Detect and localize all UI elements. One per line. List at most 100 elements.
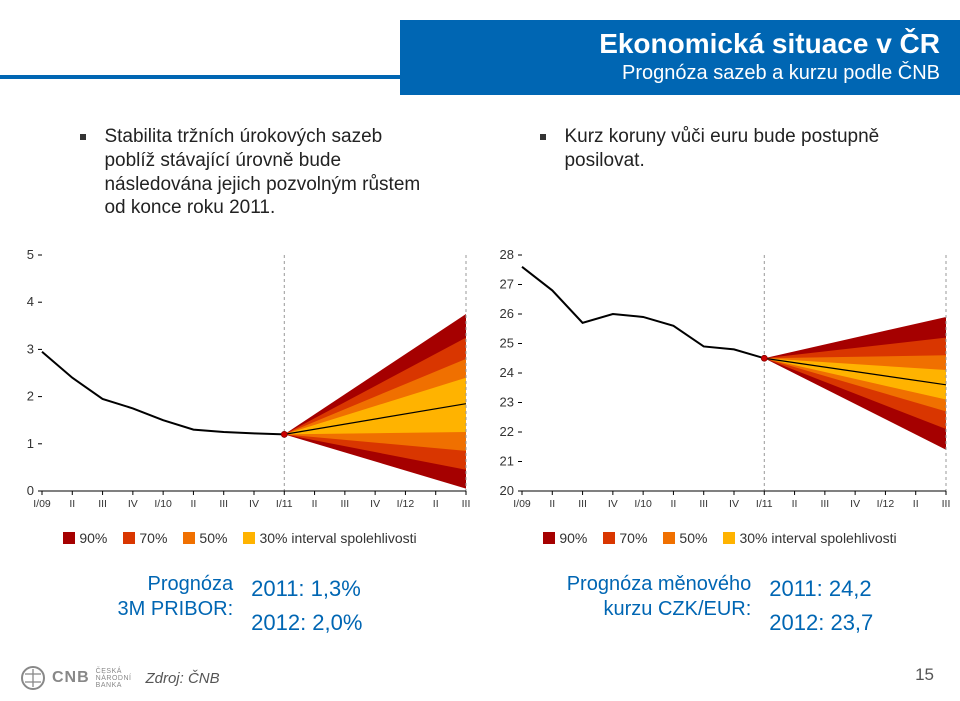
legend-label: 50% bbox=[199, 530, 227, 546]
svg-text:I/11: I/11 bbox=[756, 498, 773, 510]
svg-text:III: III bbox=[340, 498, 349, 510]
svg-text:25: 25 bbox=[500, 336, 514, 351]
forecast-left-row1: 2011: 1,3% bbox=[251, 572, 362, 606]
title-line1: Ekonomická situace v ČR bbox=[420, 28, 940, 60]
svg-text:28: 28 bbox=[500, 247, 514, 262]
svg-text:II: II bbox=[549, 498, 555, 510]
charts-row: 012345I/09IIIIIIVI/10IIIIIIVI/11IIIIIIVI… bbox=[0, 245, 960, 525]
legend-label: 70% bbox=[139, 530, 167, 546]
cnb-logo-text: CNB bbox=[52, 669, 90, 687]
svg-text:5: 5 bbox=[27, 247, 34, 262]
bullet-left-text: Stabilita tržních úrokových sazeb poblíž… bbox=[104, 125, 434, 220]
svg-text:20: 20 bbox=[500, 483, 514, 498]
legend-label: 90% bbox=[79, 530, 107, 546]
legend-left: 90% 70% 50% 30% interval spolehlivosti bbox=[0, 530, 480, 546]
accent-bar bbox=[0, 75, 400, 79]
legend-swatch bbox=[243, 532, 255, 544]
forecast-left-values: 2011: 1,3% 2012: 2,0% bbox=[251, 572, 362, 640]
svg-text:21: 21 bbox=[500, 454, 514, 469]
svg-text:III: III bbox=[942, 498, 951, 510]
svg-text:27: 27 bbox=[500, 277, 514, 292]
svg-text:4: 4 bbox=[27, 294, 34, 309]
svg-text:IV: IV bbox=[850, 498, 860, 510]
bullet-right: Kurz koruny vůči euru bude postupně posi… bbox=[480, 125, 960, 220]
bullet-left: Stabilita tržních úrokových sazeb poblíž… bbox=[0, 125, 480, 220]
svg-text:III: III bbox=[98, 498, 107, 510]
legend-label: 50% bbox=[679, 530, 707, 546]
svg-text:22: 22 bbox=[500, 424, 514, 439]
forecast-left-label2: 3M PRIBOR: bbox=[118, 597, 234, 622]
forecast-right-row1: 2011: 24,2 bbox=[769, 572, 873, 606]
svg-text:III: III bbox=[699, 498, 708, 510]
svg-text:3: 3 bbox=[27, 341, 34, 356]
svg-text:I/11: I/11 bbox=[276, 498, 293, 510]
legend-row: 90% 70% 50% 30% interval spolehlivosti 90% 7… bbox=[0, 530, 960, 546]
footer: CNB ČESKÁ NÁRODNÍ BANKA Zdroj: ČNB bbox=[20, 665, 220, 691]
legend-swatch bbox=[723, 532, 735, 544]
svg-text:II: II bbox=[191, 498, 197, 510]
svg-text:IV: IV bbox=[249, 498, 259, 510]
forecast-right-label2: kurzu CZK/EUR: bbox=[567, 597, 752, 622]
svg-text:26: 26 bbox=[500, 306, 514, 321]
legend-swatch bbox=[603, 532, 615, 544]
svg-text:III: III bbox=[578, 498, 587, 510]
source-text: Zdroj: ČNB bbox=[145, 670, 219, 687]
legend-swatch bbox=[663, 532, 675, 544]
svg-text:III: III bbox=[219, 498, 228, 510]
svg-text:IV: IV bbox=[370, 498, 380, 510]
legend-swatch bbox=[543, 532, 555, 544]
svg-text:IV: IV bbox=[128, 498, 138, 510]
page-number: 15 bbox=[915, 665, 934, 685]
forecast-right-values: 2011: 24,2 2012: 23,7 bbox=[769, 572, 873, 640]
svg-text:2: 2 bbox=[27, 389, 34, 404]
svg-text:II: II bbox=[792, 498, 798, 510]
svg-text:I/09: I/09 bbox=[513, 498, 531, 510]
svg-text:I/10: I/10 bbox=[634, 498, 652, 510]
bullet-dot bbox=[540, 134, 546, 140]
cnb-logo: CNB ČESKÁ NÁRODNÍ BANKA bbox=[20, 665, 131, 691]
svg-text:II: II bbox=[913, 498, 919, 510]
svg-text:II: II bbox=[671, 498, 677, 510]
svg-text:II: II bbox=[312, 498, 318, 510]
svg-text:23: 23 bbox=[500, 395, 514, 410]
legend-right: 90% 70% 50% 30% interval spolehlivosti bbox=[480, 530, 960, 546]
legend-swatch bbox=[63, 532, 75, 544]
svg-text:I/12: I/12 bbox=[397, 498, 415, 510]
legend-label: 90% bbox=[559, 530, 587, 546]
bullet-right-text: Kurz koruny vůči euru bude postupně posi… bbox=[564, 125, 894, 173]
bullet-dot bbox=[80, 134, 86, 140]
svg-text:II: II bbox=[433, 498, 439, 510]
svg-text:1: 1 bbox=[27, 436, 34, 451]
forecast-left-label1: Prognóza bbox=[118, 572, 234, 597]
title-banner: Ekonomická situace v ČR Prognóza sazeb a… bbox=[400, 20, 960, 95]
svg-text:III: III bbox=[820, 498, 829, 510]
legend-label: 70% bbox=[619, 530, 647, 546]
left-chart: 012345I/09IIIIIIVI/10IIIIIIVI/11IIIIIIVI… bbox=[0, 245, 480, 525]
legend-swatch bbox=[183, 532, 195, 544]
forecast-right-label1: Prognóza měnového bbox=[567, 572, 752, 597]
svg-text:I/12: I/12 bbox=[877, 498, 895, 510]
forecast-left: Prognóza 3M PRIBOR: 2011: 1,3% 2012: 2,0… bbox=[0, 572, 480, 640]
svg-text:I/10: I/10 bbox=[154, 498, 172, 510]
forecast-right-label: Prognóza měnového kurzu CZK/EUR: bbox=[567, 572, 752, 622]
bullet-row: Stabilita tržních úrokových sazeb poblíž… bbox=[0, 125, 960, 220]
svg-text:III: III bbox=[462, 498, 471, 510]
svg-text:I/09: I/09 bbox=[33, 498, 51, 510]
svg-text:IV: IV bbox=[729, 498, 739, 510]
forecast-left-label: Prognóza 3M PRIBOR: bbox=[118, 572, 234, 622]
svg-text:24: 24 bbox=[500, 365, 514, 380]
forecast-row: Prognóza 3M PRIBOR: 2011: 1,3% 2012: 2,0… bbox=[0, 572, 960, 640]
legend-label: 30% interval spolehlivosti bbox=[259, 530, 416, 546]
cnb-logo-sub: ČESKÁ NÁRODNÍ BANKA bbox=[96, 668, 132, 689]
forecast-left-row2: 2012: 2,0% bbox=[251, 606, 362, 640]
legend-swatch bbox=[123, 532, 135, 544]
forecast-right: Prognóza měnového kurzu CZK/EUR: 2011: 2… bbox=[480, 572, 960, 640]
forecast-right-row2: 2012: 23,7 bbox=[769, 606, 873, 640]
legend-label: 30% interval spolehlivosti bbox=[739, 530, 896, 546]
svg-text:II: II bbox=[69, 498, 75, 510]
title-line2: Prognóza sazeb a kurzu podle ČNB bbox=[420, 62, 940, 85]
right-chart: 202122232425262728I/09IIIIIIVI/10IIIIIIV… bbox=[480, 245, 960, 525]
svg-text:0: 0 bbox=[27, 483, 34, 498]
cnb-logo-icon bbox=[20, 665, 46, 691]
svg-text:IV: IV bbox=[608, 498, 618, 510]
